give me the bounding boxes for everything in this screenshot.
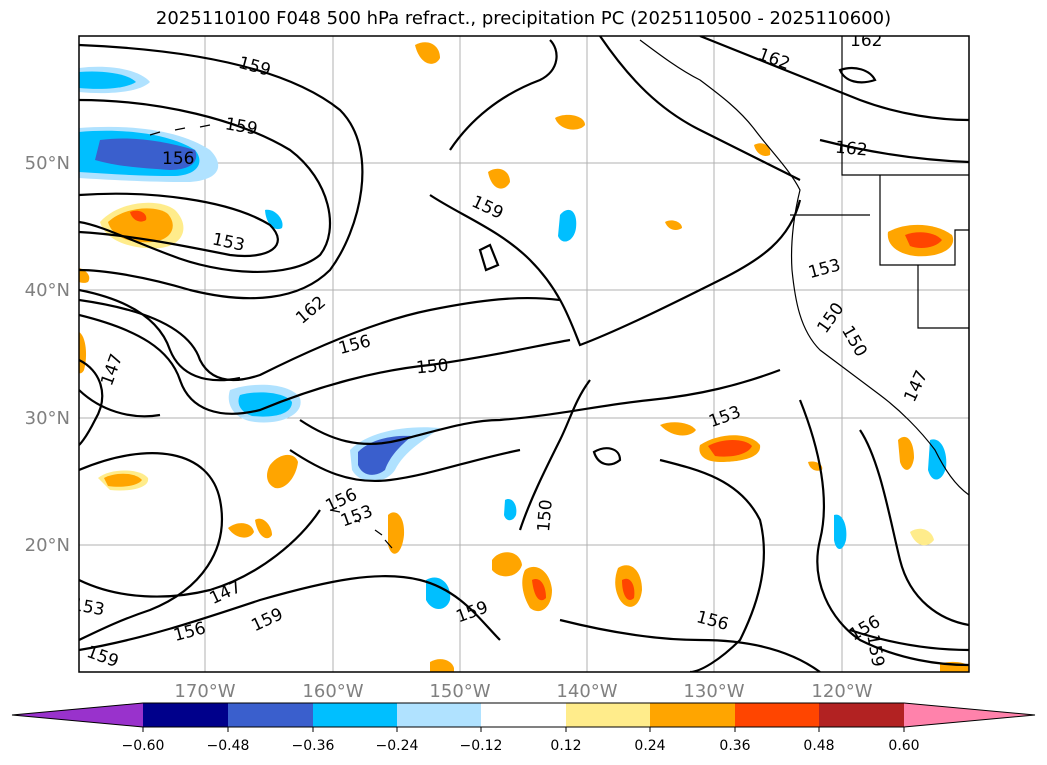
colorbar-segment (819, 703, 904, 727)
precip-area-orange-w-edge2 (79, 268, 90, 283)
colorbar-segment (904, 703, 1035, 727)
colorbar-segment (650, 703, 735, 727)
refractivity-contours (79, 36, 969, 672)
precip-area-orange-nw-mid (108, 208, 173, 243)
lon-label: 160°W (302, 681, 363, 702)
precip-area-orange-nc2 (665, 220, 682, 230)
precip-area-red-ne-1 (905, 232, 942, 248)
precip-area-orange-hawaii (267, 454, 298, 489)
lon-label: 150°W (429, 681, 490, 702)
precip-area-blue-small-2 (265, 209, 283, 230)
precip-area-red-s-4 (622, 578, 635, 600)
colorbar-segment (566, 703, 650, 727)
colorbar-tick-label: 0.60 (888, 738, 919, 754)
colorbar-segment (313, 703, 397, 727)
map-background (79, 36, 969, 672)
contour-label: 162 (850, 31, 882, 51)
lon-label: 130°W (683, 681, 744, 702)
precip-area-blue-hawaii-west-core (238, 392, 292, 417)
colorbar-tick-label: 0.48 (803, 738, 834, 754)
colorbar-segment (481, 703, 566, 727)
contour-label: 156 (162, 149, 194, 169)
colorbar-tick-label: 0.36 (719, 738, 750, 754)
precip-area-blue-se (834, 514, 847, 549)
precip-negative-areas (79, 66, 947, 609)
precip-area-orange-sw-1b (104, 473, 142, 487)
precip-area-orange-n-1 (555, 114, 585, 130)
precip-area-blue-mid (504, 499, 517, 521)
colorbar-tick-label: −0.36 (292, 738, 335, 754)
colorbar-segment (397, 703, 481, 727)
colorbar-tick-label: −0.60 (122, 738, 165, 754)
contour-label: 150 (534, 499, 557, 533)
colorbar-tick-label: −0.24 (376, 738, 419, 754)
precip-area-orange-e-2 (660, 422, 696, 436)
lat-label: 50°N (25, 153, 70, 174)
colorbar-tick-label: −0.12 (460, 738, 503, 754)
precip-area-blue-west-core (95, 138, 197, 170)
precip-area-orange-s-edge (430, 659, 454, 672)
lon-label: 170°W (174, 681, 235, 702)
colorbar-segment (12, 703, 143, 727)
precip-area-red-e (708, 440, 752, 457)
colorbar-ticks (142, 727, 905, 732)
lat-label: 40°N (25, 280, 70, 301)
colorbar-tick-label: 0.12 (550, 738, 581, 754)
contour-label: 162 (834, 138, 868, 161)
precip-area-blue-ne-small (558, 209, 577, 242)
precip-area-orange-sw-2 (228, 523, 254, 538)
precip-area-orange-n-2 (488, 168, 510, 189)
lat-label: 20°N (25, 535, 70, 556)
precip-area-red-s-3 (532, 579, 546, 601)
map-title: 2025110100 F048 500 hPa refract., precip… (155, 8, 892, 29)
precip-area-blue-nw-core (79, 71, 136, 89)
precip-area-orange-nc (754, 143, 771, 156)
contour-label: 153 (71, 595, 106, 620)
precip-area-orange-sw-3 (255, 518, 272, 539)
precip-area-blue-central-core (358, 435, 412, 475)
precip-area-blue-south (426, 577, 451, 609)
colorbar-segment (228, 703, 313, 727)
map-frame (78, 35, 970, 673)
precip-area-orange-e-4 (910, 528, 934, 546)
coastlines (149, 36, 969, 549)
precip-area-blue-east (928, 439, 947, 480)
colorbar-segment (735, 703, 819, 727)
precip-area-orange-n-3 (415, 42, 440, 64)
colorbar: −0.60 −0.48 −0.36 −0.24 −0.12 0.12 0.24 … (11, 702, 1036, 754)
precip-area-orange-e-3 (898, 436, 914, 470)
lon-label: 120°W (811, 681, 872, 702)
precip-area-orange-s-1 (388, 512, 405, 554)
precip-positive-areas (79, 42, 969, 672)
lon-label: 140°W (556, 681, 617, 702)
colorbar-tick-label: 0.24 (634, 738, 665, 754)
precip-area-red-nw-core (130, 210, 147, 222)
colorbar-tick-label: −0.48 (207, 738, 250, 754)
lat-label: 30°N (25, 408, 70, 429)
colorbar-segment (143, 703, 228, 727)
latitude-labels: 50°N 40°N 30°N 20°N (25, 153, 70, 556)
precip-area-orange-s-2 (492, 552, 522, 577)
contour-label: 150 (415, 356, 449, 379)
longitude-labels: 170°W 160°W 150°W 140°W 130°W 120°W (174, 681, 872, 702)
